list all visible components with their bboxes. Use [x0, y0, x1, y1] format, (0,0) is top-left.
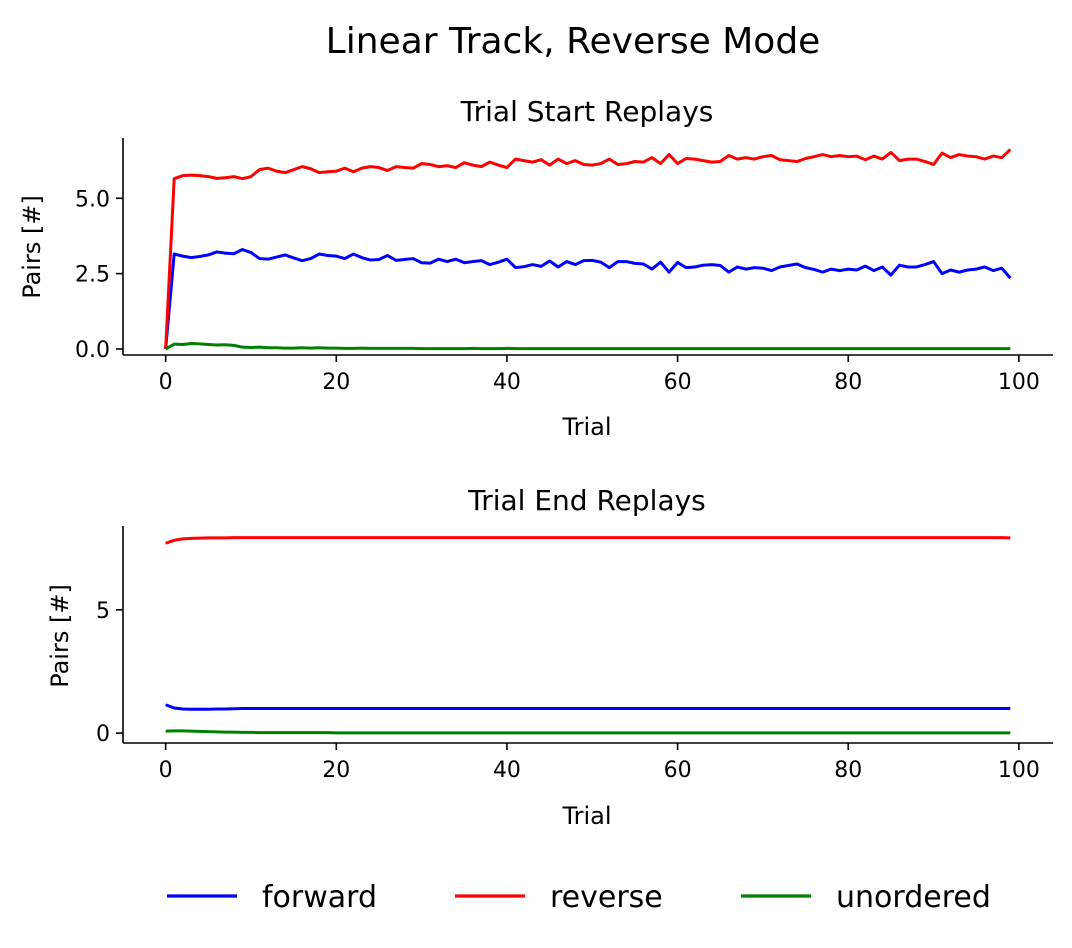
x-tick-label: 80	[834, 370, 862, 395]
panel-title: Trial End Replays	[467, 484, 706, 517]
y-tick-label: 0.0	[75, 338, 110, 363]
x-tick-label: 0	[159, 370, 173, 395]
x-tick-label: 60	[664, 370, 692, 395]
x-tick-label: 40	[493, 370, 521, 395]
tick-layer: 0 20 40 60 80 100 0.0 2.5 5.0	[75, 187, 1040, 395]
figure-title: Linear Track, Reverse Mode	[326, 21, 821, 62]
series-line-forward	[165, 703, 1011, 711]
x-axis-label: Trial	[561, 802, 611, 830]
x-tick-label: 20	[322, 758, 350, 783]
x-tick-label: 100	[998, 370, 1040, 395]
y-axis-label: Pairs [#]	[18, 195, 46, 299]
y-axis-label: Pairs [#]	[46, 584, 74, 688]
x-axis-label: Trial	[561, 413, 611, 441]
panel-trial-start: Trial Start Replays 0 20 40 60 80 100 0.0 2.5 5.…	[18, 95, 1053, 441]
series-line-forward	[164, 248, 1012, 350]
y-tick-label: 5.0	[75, 187, 110, 212]
x-tick-label: 60	[664, 758, 692, 783]
legend-label: reverse	[550, 880, 663, 915]
y-tick-label: 0	[96, 722, 110, 747]
legend-label: unordered	[836, 880, 991, 915]
x-tick-label: 20	[322, 370, 350, 395]
series-layer	[164, 148, 1012, 351]
series-line-reverse	[164, 148, 1012, 350]
series-line-reverse	[165, 536, 1011, 545]
series-line-unordered	[165, 729, 1011, 735]
panel-trial-end: Trial End Replays 0 20 40 60 80 100 0 5 Trial P…	[46, 484, 1053, 830]
x-tick-label: 0	[159, 758, 173, 783]
legend-entry-reverse: reverse	[455, 880, 663, 915]
panel-title: Trial Start Replays	[460, 95, 714, 128]
x-tick-label: 100	[998, 758, 1040, 783]
y-tick-label: 2.5	[75, 263, 110, 288]
tick-layer: 0 20 40 60 80 100 0 5	[96, 599, 1040, 783]
series-layer	[165, 536, 1011, 735]
y-tick-label: 5	[96, 599, 110, 624]
series-line-unordered	[164, 342, 1011, 351]
x-tick-label: 80	[834, 758, 862, 783]
legend-label: forward	[262, 880, 377, 915]
legend: forward reverse unordered	[167, 880, 991, 915]
x-tick-label: 40	[493, 758, 521, 783]
legend-entry-unordered: unordered	[741, 880, 991, 915]
legend-entry-forward: forward	[167, 880, 377, 915]
